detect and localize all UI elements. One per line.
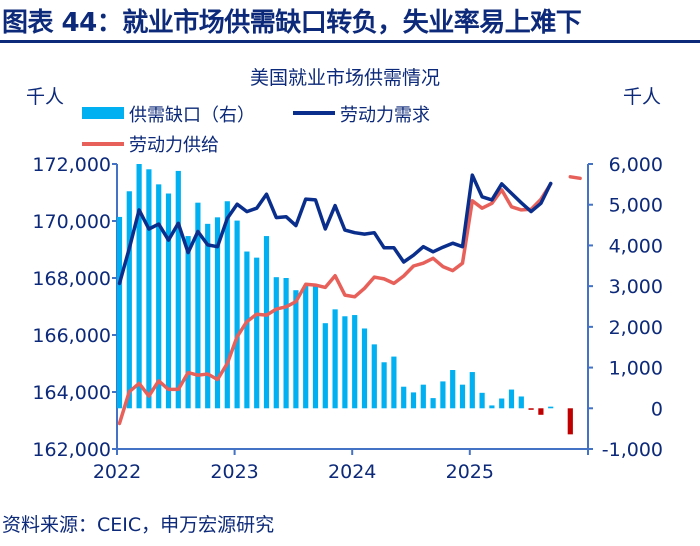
bar-gap bbox=[312, 285, 319, 409]
bar-gap bbox=[371, 344, 377, 409]
line-supply bbox=[117, 182, 553, 426]
bar-gap bbox=[567, 408, 573, 435]
x-tick-label: 2022 bbox=[93, 461, 141, 483]
x-tick-label: 2024 bbox=[328, 461, 376, 483]
bar-gap bbox=[361, 328, 368, 409]
bar-gap bbox=[518, 396, 524, 409]
bar-gap bbox=[479, 392, 485, 409]
legend-label-demand: 劳动力需求 bbox=[340, 105, 430, 126]
bar-gap bbox=[391, 356, 397, 409]
right-tick-label: 6,000 bbox=[609, 154, 663, 176]
right-tick-label: 4,000 bbox=[609, 235, 663, 257]
left-axis-unit: 千人 bbox=[26, 86, 64, 108]
bar-gap bbox=[401, 386, 407, 409]
legend-label-gap: 供需缺口（右） bbox=[129, 105, 255, 126]
bar-gap bbox=[381, 362, 387, 409]
right-tick-label: 1,000 bbox=[609, 358, 663, 380]
bar-gap bbox=[489, 405, 495, 409]
bar-gap bbox=[283, 278, 289, 409]
bar-gap bbox=[450, 370, 456, 409]
bar-gap bbox=[244, 251, 250, 409]
legend-label-supply: 劳动力供给 bbox=[129, 135, 219, 156]
bar-gap bbox=[303, 285, 309, 409]
title-rule bbox=[0, 40, 700, 43]
line-demand bbox=[117, 173, 553, 286]
right-tick-label: 3,000 bbox=[609, 276, 663, 298]
legend-swatch-gap bbox=[82, 107, 124, 119]
bar-gap bbox=[165, 193, 172, 409]
bar-gap bbox=[146, 169, 152, 409]
chart-title: 美国就业市场供需情况 bbox=[250, 67, 440, 89]
left-tick-label: 162,000 bbox=[32, 439, 111, 461]
bar-gap bbox=[548, 406, 554, 409]
bar-gap bbox=[420, 384, 426, 409]
source-note: 资料来源：CEIC，申万宏源研究 bbox=[2, 514, 275, 536]
line-supply bbox=[568, 175, 582, 181]
left-tick-label: 170,000 bbox=[32, 211, 111, 233]
bar-gap bbox=[273, 277, 279, 409]
right-tick-label: 2,000 bbox=[609, 317, 663, 339]
bar-gap bbox=[234, 220, 240, 409]
bar-gap bbox=[156, 184, 162, 409]
left-tick-label: 164,000 bbox=[32, 382, 111, 404]
bar-gap bbox=[538, 408, 544, 415]
bar-gap bbox=[430, 398, 436, 409]
bar-gap bbox=[185, 236, 191, 409]
bar-gap bbox=[214, 217, 221, 409]
bar-gap bbox=[508, 389, 515, 409]
bar-gap bbox=[224, 201, 230, 409]
x-tick-label: 2025 bbox=[446, 461, 494, 483]
left-tick-label: 172,000 bbox=[32, 154, 111, 176]
bar-gap bbox=[195, 202, 201, 409]
bar-gap bbox=[254, 257, 260, 409]
right-tick-label: 0 bbox=[651, 398, 663, 420]
bar-gap bbox=[126, 191, 132, 409]
bar-gap bbox=[469, 372, 475, 409]
bar-gap bbox=[342, 316, 348, 409]
bar-gap bbox=[459, 384, 466, 409]
x-tick-label: 2023 bbox=[210, 461, 258, 483]
bar-gap bbox=[136, 164, 142, 409]
bar-gap bbox=[440, 381, 446, 409]
right-tick-label: -1,000 bbox=[602, 439, 663, 461]
bar-gap bbox=[263, 236, 270, 409]
bar-gap bbox=[293, 290, 299, 409]
bar-gap bbox=[499, 398, 505, 409]
left-tick-label: 168,000 bbox=[32, 268, 111, 290]
right-axis-unit: 千人 bbox=[623, 86, 661, 108]
bar-gap bbox=[528, 408, 534, 410]
figure-title: 图表 44：就业市场供需缺口转负，失业率易上难下 bbox=[2, 8, 582, 38]
left-tick-label: 166,000 bbox=[32, 325, 111, 347]
bar-gap bbox=[410, 392, 417, 409]
bar-gap bbox=[175, 170, 181, 409]
bar-gap bbox=[116, 216, 123, 409]
bar-gap bbox=[322, 323, 328, 409]
bar-gap bbox=[352, 315, 358, 409]
bar-gap bbox=[332, 309, 338, 409]
bar-gap bbox=[205, 223, 211, 409]
right-tick-label: 5,000 bbox=[609, 195, 663, 217]
